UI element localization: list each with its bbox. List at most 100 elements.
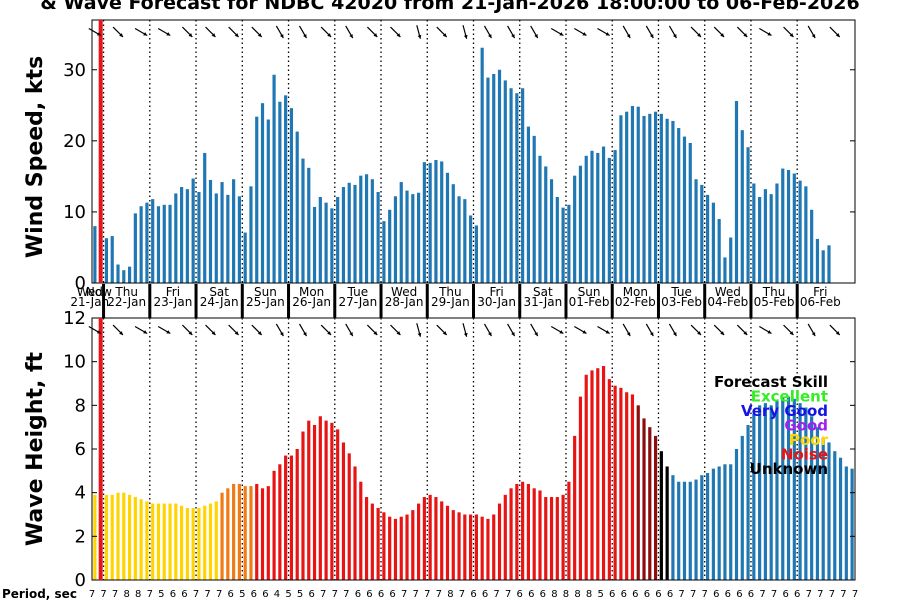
day-label-dow: Sun — [254, 285, 277, 299]
wave-bar — [723, 464, 727, 580]
wave-bar — [521, 481, 525, 580]
wave-bar — [786, 396, 791, 580]
direction-arrowhead — [511, 332, 515, 337]
day-divider — [287, 284, 291, 318]
direction-arrowhead — [96, 32, 101, 36]
period-value: 6 — [528, 589, 534, 600]
wave-bar — [734, 449, 739, 580]
period-value: 7 — [829, 589, 835, 600]
day-label-date: 26-Jan — [292, 295, 331, 309]
wave-bar — [307, 420, 311, 580]
wave-bar — [538, 490, 542, 580]
wave-bar — [376, 507, 380, 580]
direction-arrowhead — [811, 34, 816, 39]
direction-arrowhead — [166, 32, 171, 36]
wind-bar — [804, 186, 808, 283]
wind-bar — [336, 196, 340, 283]
wind-bar — [671, 120, 675, 283]
direction-arrowhead — [234, 33, 239, 37]
period-value: 6 — [667, 589, 673, 600]
wave-bar — [665, 466, 669, 580]
wave-bar — [607, 379, 611, 580]
day-divider — [749, 284, 753, 318]
period-value: 7 — [806, 589, 812, 600]
wave-bar — [116, 492, 120, 580]
wind-bar — [827, 245, 831, 283]
direction-arrowhead — [582, 32, 587, 36]
day-label-dow: Sat — [533, 285, 553, 299]
wave-bar — [110, 494, 114, 580]
period-value: 6 — [366, 589, 372, 600]
wave-bar — [289, 455, 294, 580]
period-value: 6 — [470, 589, 476, 600]
wave-bar — [347, 453, 351, 580]
wind-bar — [758, 196, 762, 283]
wind-bar — [746, 147, 750, 283]
wind-bar — [492, 74, 496, 283]
wave-bar — [266, 486, 270, 580]
wave-bar — [255, 483, 259, 580]
wind-bar — [607, 157, 611, 283]
wind-bar — [330, 208, 334, 283]
period-value: 7 — [147, 589, 153, 600]
direction-arrowhead — [511, 34, 515, 39]
direction-arrowhead — [649, 34, 654, 39]
direction-arrowhead — [211, 33, 216, 37]
period-value: 7 — [817, 589, 823, 600]
wind-bar — [544, 166, 548, 283]
day-label-dow: Tue — [670, 285, 692, 299]
wave-bar — [249, 486, 253, 580]
wind-bar — [382, 221, 386, 283]
period-value: 7 — [459, 589, 465, 600]
wind-bar — [185, 189, 189, 283]
wave-bar — [226, 488, 230, 580]
wave-ytick-label: 4 — [75, 483, 86, 504]
wind-bar — [324, 202, 328, 283]
period-value: 5 — [158, 589, 164, 600]
day-label-dow: Sun — [578, 285, 601, 299]
direction-arrowhead — [96, 330, 101, 334]
wave-bar — [237, 483, 241, 580]
wind-bar — [422, 162, 426, 283]
legend-item: Very Good — [741, 402, 828, 420]
direction-arrowhead — [534, 34, 538, 39]
direction-arrowhead — [811, 332, 816, 337]
wind-bar — [122, 270, 126, 283]
wave-bar — [659, 451, 663, 580]
wave-bar — [804, 407, 808, 580]
now-label: Now — [86, 285, 112, 299]
direction-arrowhead — [396, 331, 401, 335]
direction-arrowhead — [697, 33, 701, 37]
direction-arrowhead — [605, 330, 610, 334]
period-value: 7 — [112, 589, 118, 600]
period-value: 6 — [262, 589, 268, 600]
wave-bar — [781, 396, 785, 580]
wave-bar — [677, 481, 681, 580]
wave-bar — [838, 457, 843, 580]
wind-bar — [486, 77, 490, 283]
wave-bar — [133, 497, 137, 580]
day-divider — [102, 284, 106, 318]
period-value: 6 — [251, 589, 257, 600]
wind-bar — [723, 257, 727, 283]
wind-bar — [625, 111, 629, 283]
wave-bar — [260, 488, 265, 580]
wave-bar — [284, 455, 288, 580]
direction-arrowhead — [835, 331, 840, 335]
wind-bar — [243, 232, 247, 283]
wave-bar — [480, 516, 484, 580]
wind-bar — [630, 106, 635, 283]
wave-bar — [151, 503, 155, 580]
wind-bar — [405, 190, 409, 283]
direction-arrowhead — [234, 331, 239, 335]
wind-bar — [717, 219, 721, 283]
day-divider — [333, 284, 337, 318]
period-value: 4 — [274, 589, 280, 600]
period-value: 6 — [308, 589, 314, 600]
period-value: 6 — [736, 589, 742, 600]
day-label-date: 28-Jan — [385, 295, 424, 309]
wind-bar — [312, 206, 317, 283]
wind-bar — [255, 116, 259, 283]
wave-bar — [682, 481, 687, 580]
wave-bar — [399, 516, 403, 580]
